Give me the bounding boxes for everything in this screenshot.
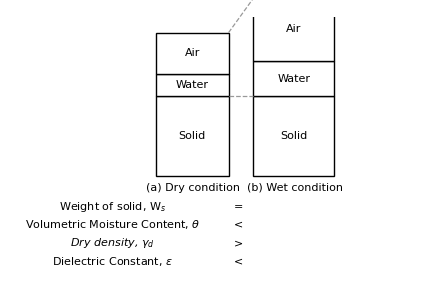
Bar xyxy=(253,97,334,176)
Text: Air: Air xyxy=(286,24,302,34)
Text: Air: Air xyxy=(184,48,200,58)
Text: =: = xyxy=(234,202,244,212)
Text: >: > xyxy=(234,238,244,248)
Text: <: < xyxy=(234,256,244,266)
Text: <: < xyxy=(234,220,244,230)
Bar xyxy=(156,74,229,97)
Text: Dielectric Constant, $\varepsilon$: Dielectric Constant, $\varepsilon$ xyxy=(52,254,173,268)
Bar xyxy=(253,60,334,97)
Text: Water: Water xyxy=(176,80,209,90)
Text: (b) Wet condition: (b) Wet condition xyxy=(247,183,343,193)
Text: Solid: Solid xyxy=(280,131,308,141)
Bar xyxy=(156,33,229,74)
Text: Solid: Solid xyxy=(179,131,206,141)
Bar xyxy=(156,97,229,176)
Text: Dry density, $\gamma_d$: Dry density, $\gamma_d$ xyxy=(70,236,155,250)
Text: (a) Dry condition: (a) Dry condition xyxy=(146,183,240,193)
Text: Water: Water xyxy=(277,74,310,83)
Text: Weight of solid, W$_s$: Weight of solid, W$_s$ xyxy=(59,200,166,214)
Bar xyxy=(253,0,334,60)
Text: Volumetric Moisture Content, $\theta$: Volumetric Moisture Content, $\theta$ xyxy=(24,218,200,231)
